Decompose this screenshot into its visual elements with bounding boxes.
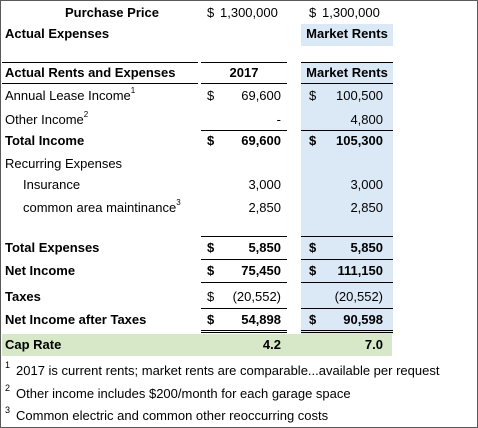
net-after-taxes-dollar-market: $	[309, 312, 317, 327]
after-taxes-bottom-rule-1b	[201, 332, 287, 333]
other-income-rule-1	[201, 130, 287, 131]
total-expenses-dollar-actual: $	[207, 240, 215, 255]
market-rents-header: Market Rents	[306, 26, 388, 41]
purchase-price-market: 1,300,000	[322, 5, 380, 20]
net-income-market: 111,150	[337, 263, 383, 278]
cap-rate-actual: 4.2	[262, 337, 281, 352]
purchase-price-actual: 1,300,000	[220, 5, 278, 20]
other-income-label: Other Income2	[5, 109, 89, 127]
annual-lease-actual: 69,600	[241, 88, 281, 103]
insurance-actual: 3,000	[248, 177, 281, 192]
total-expenses-rule-2	[301, 236, 393, 237]
total-income-dollar-market: $	[309, 133, 317, 148]
taxes-market: (20,552)	[334, 289, 383, 304]
net-after-taxes-dollar-actual: $	[207, 312, 215, 327]
annual-lease-row: Annual Lease Income1 $ 69,600 $ 100,500	[1, 85, 477, 107]
market-column-fill	[301, 63, 393, 334]
cap-rate-row: Cap Rate 4.2 7.0	[1, 334, 477, 356]
cam-market: 2,850	[350, 200, 383, 215]
after-taxes-bottom-rule-1a	[201, 330, 287, 331]
column-header-row: Actual Rents and Expenses 2017 Market Re…	[1, 62, 477, 84]
net-income-bottom-rule-1	[201, 282, 287, 283]
taxes-label: Taxes	[5, 289, 41, 304]
other-income-rule-2	[301, 130, 393, 131]
total-income-label: Total Income	[5, 133, 85, 148]
net-after-taxes-label: Net Income after Taxes	[5, 312, 147, 327]
recurring-expenses-row: Recurring Expenses	[1, 153, 477, 175]
net-income-dollar-market: $	[309, 263, 317, 278]
purchase-price-label: Purchase Price	[65, 5, 159, 20]
cam-label: common area maintinance3	[23, 197, 181, 215]
other-income-actual: -	[276, 112, 281, 127]
annual-lease-market: 100,500	[336, 88, 383, 103]
insurance-label: Insurance	[23, 177, 81, 192]
insurance-market: 3,000	[350, 177, 383, 192]
annual-lease-label: Annual Lease Income1	[5, 85, 136, 103]
cam-row: common area maintinance3 2,850 2,850	[1, 197, 477, 219]
total-expenses-rule-1	[201, 236, 287, 237]
net-income-actual: 75,450	[241, 263, 281, 278]
footnote-2: 2 Other income includes $200/month for ea…	[5, 382, 351, 401]
total-income-row: Total Income $ 69,600 $ 105,300	[1, 130, 477, 152]
total-expenses-label: Total Expenses	[5, 240, 100, 255]
column-header-actual: 2017	[229, 65, 259, 80]
actual-expenses-label: Actual Expenses	[5, 26, 110, 41]
market-header-fill	[301, 24, 393, 46]
after-taxes-bottom-rule-2b	[301, 332, 393, 333]
net-income-top-rule-1	[201, 259, 287, 260]
cam-actual: 2,850	[248, 200, 281, 215]
total-expenses-row: Total Expenses $ 5,850 $ 5,850	[1, 237, 477, 259]
total-expenses-dollar-market: $	[309, 240, 317, 255]
net-income-row: Net Income $ 75,450 $ 111,150	[1, 260, 477, 282]
net-after-taxes-actual: 54,898	[241, 312, 281, 327]
total-income-dollar-actual: $	[207, 133, 215, 148]
column-header-market: Market Rents	[306, 65, 388, 80]
net-after-taxes-market: 90,598	[343, 312, 383, 327]
actual-expenses-row: Actual Expenses Market Rents	[1, 23, 477, 45]
footnote-1: 1 2017 is current rents; market rents are…	[5, 359, 440, 378]
net-income-top-rule-2	[301, 259, 393, 260]
footnote-3: 3 Common electric and common other reoccu…	[5, 404, 329, 423]
annual-lease-dollar-market: $	[309, 88, 317, 103]
after-taxes-bottom-rule-2a	[301, 330, 393, 331]
taxes-dollar-actual: $	[207, 289, 215, 304]
after-taxes-top-rule-2	[301, 308, 393, 309]
column-header-underline-1	[2, 83, 198, 84]
column-header-underline-2	[201, 83, 287, 84]
other-income-row: Other Income2 - 4,800	[1, 109, 477, 131]
net-income-label: Net Income	[5, 263, 76, 278]
purchase-price-row: Purchase Price $ 1,300,000 $ 1,300,000	[1, 2, 477, 24]
insurance-row: Insurance 3,000 3,000	[1, 174, 477, 196]
column-header-underline-3	[301, 83, 393, 84]
cap-rate-market: 7.0	[364, 337, 383, 352]
total-income-market: 105,300	[336, 133, 383, 148]
net-income-bottom-rule-2	[301, 282, 393, 283]
header-rule-2	[201, 62, 287, 63]
purchase-price-dollar: $	[207, 5, 215, 20]
cap-rate-label: Cap Rate	[5, 337, 62, 352]
total-expenses-market: 5,850	[350, 240, 383, 255]
net-income-dollar-actual: $	[207, 263, 215, 278]
header-rule-3	[301, 62, 393, 63]
other-income-market: 4,800	[350, 112, 383, 127]
annual-lease-dollar-actual: $	[207, 88, 215, 103]
cap-rate-fill	[2, 334, 392, 356]
taxes-row: Taxes $ (20,552) (20,552)	[1, 286, 477, 308]
after-taxes-top-rule-1	[201, 308, 287, 309]
total-expenses-actual: 5,850	[248, 240, 281, 255]
taxes-actual: (20,552)	[232, 289, 281, 304]
column-header-label: Actual Rents and Expenses	[5, 65, 176, 80]
purchase-price-dollar-market: $	[309, 5, 317, 20]
total-income-actual: 69,600	[241, 133, 281, 148]
net-after-taxes-row: Net Income after Taxes $ 54,898 $ 90,598	[1, 309, 477, 331]
header-rule-1	[2, 62, 198, 63]
recurring-expenses-label: Recurring Expenses	[5, 156, 123, 171]
